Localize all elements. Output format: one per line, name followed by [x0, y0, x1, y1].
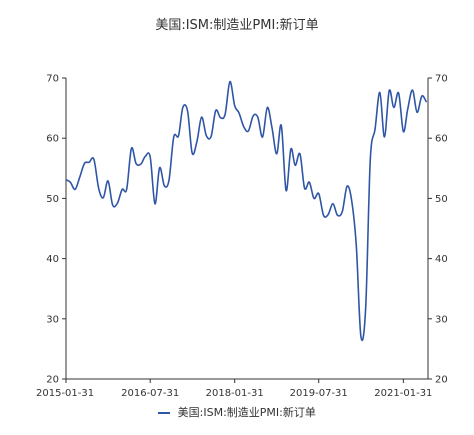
axes — [62, 77, 432, 383]
legend-label: 美国:ISM:制造业PMI:新订单 — [177, 406, 316, 419]
y-tick-label-left: 20 — [46, 375, 59, 386]
y-tick-label-left: 50 — [46, 194, 59, 205]
y-tick-label-left: 60 — [46, 134, 59, 145]
chart-title: 美国:ISM:制造业PMI:新订单 — [155, 18, 319, 33]
y-tick-label-right: 40 — [435, 254, 448, 265]
y-tick-label-left: 40 — [46, 254, 59, 265]
x-tick-label: 2015-01-31 — [36, 388, 94, 399]
y-tick-label-left: 30 — [46, 314, 59, 325]
x-tick-label: 2018-01-31 — [206, 388, 264, 399]
series-line-new-orders — [65, 80, 428, 342]
x-tick-label: 2021-01-31 — [374, 388, 432, 399]
y-tick-label-right: 70 — [435, 74, 448, 85]
series-lines — [65, 80, 428, 342]
y-tick-label-right: 50 — [435, 194, 448, 205]
legend: 美国:ISM:制造业PMI:新订单 — [0, 404, 474, 420]
y-tick-label-left: 70 — [46, 74, 59, 85]
x-tick-label: 2019-07-31 — [290, 388, 348, 399]
y-tick-label-right: 20 — [435, 375, 448, 386]
legend-swatch — [158, 412, 171, 414]
y-tick-label-right: 30 — [435, 314, 448, 325]
x-tick-label: 2016-07-31 — [121, 388, 179, 399]
y-tick-label-right: 60 — [435, 134, 448, 145]
tick-labels: 20 20 30 30 40 40 50 50 60 60 70 70 2015-01-31 2016-0… — [36, 74, 448, 400]
